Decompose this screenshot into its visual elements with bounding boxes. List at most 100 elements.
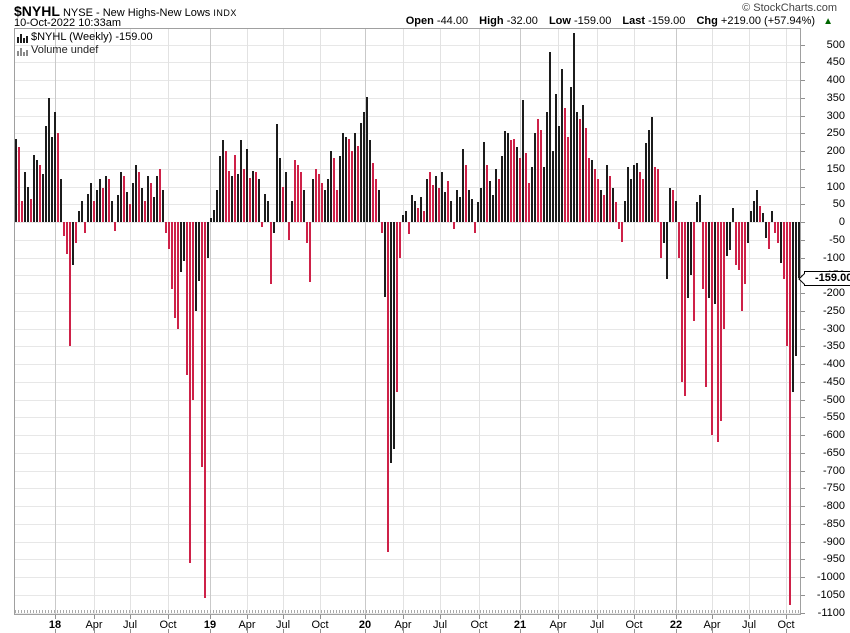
gridline-v — [55, 29, 56, 614]
y-axis-label: -400 — [822, 358, 845, 370]
price-bar — [663, 222, 665, 244]
price-bar — [483, 142, 485, 222]
y-axis-label: -50 — [829, 233, 845, 246]
price-bar — [408, 222, 410, 235]
price-bar — [531, 166, 533, 222]
price-bar — [135, 165, 137, 222]
x-axis-minor-tick — [210, 629, 211, 633]
price-bar — [240, 140, 242, 222]
y-axis-label: 150 — [826, 162, 845, 175]
price-bar — [732, 207, 734, 222]
price-bar — [444, 191, 446, 222]
gridline-h — [15, 328, 800, 330]
x-axis-tick — [440, 615, 441, 619]
price-bar — [369, 140, 371, 222]
quote-line: Open -44.00 High -32.00 Low -159.00 Last… — [406, 15, 833, 27]
gridline-h — [15, 488, 800, 490]
gridline-h — [15, 97, 800, 99]
price-bar — [186, 222, 188, 375]
gridline-h — [15, 346, 800, 348]
gridline-v — [320, 29, 321, 614]
x-axis-tick — [365, 615, 366, 619]
x-axis-tick — [786, 615, 787, 619]
price-bar — [81, 200, 83, 222]
price-bar — [630, 179, 632, 222]
price-bar — [720, 222, 722, 421]
price-bar — [405, 211, 407, 222]
open-value: -44.00 — [436, 15, 469, 27]
price-bar — [306, 222, 308, 244]
price-bar — [333, 158, 335, 222]
y-axis-tick — [801, 97, 805, 99]
price-bar — [390, 222, 392, 464]
price-bar — [45, 126, 47, 222]
price-bar — [558, 126, 560, 222]
price-bar — [705, 222, 707, 388]
price-bar — [504, 131, 506, 222]
gridline-h — [15, 435, 800, 436]
low-value: -159.00 — [574, 15, 612, 27]
index-tag: INDX — [213, 8, 237, 18]
x-axis-label: Jul — [741, 619, 757, 631]
price-bar — [633, 165, 635, 222]
price-bar — [414, 200, 416, 222]
price-bar — [255, 172, 257, 222]
x-axis-tick — [520, 615, 521, 619]
price-bar — [204, 222, 206, 599]
price-bar — [465, 165, 467, 222]
price-bar — [636, 163, 638, 222]
x-axis-minor-tick — [320, 629, 321, 633]
price-bar — [777, 222, 779, 244]
price-bar — [24, 172, 26, 222]
y-axis-label: -300 — [822, 322, 845, 335]
y-axis-tick — [801, 417, 805, 419]
price-bar — [228, 170, 230, 222]
y-axis-label: -350 — [822, 340, 845, 353]
y-axis-label: -100 — [822, 251, 845, 264]
y-axis-tick — [801, 222, 805, 223]
price-bar — [738, 222, 740, 270]
x-axis-tick — [168, 615, 169, 619]
price-bar — [378, 190, 380, 222]
price-bar — [435, 175, 437, 222]
price-bar — [537, 119, 539, 222]
price-bar — [144, 200, 146, 222]
last-value: -159.00 — [648, 15, 686, 27]
price-bar — [165, 222, 167, 233]
price-bar — [432, 184, 434, 222]
price-bar — [93, 200, 95, 222]
price-bar — [111, 200, 113, 222]
y-axis-label: -200 — [822, 287, 845, 299]
high-label: High — [479, 15, 504, 27]
price-bar — [171, 222, 173, 290]
y-axis-label: -800 — [822, 500, 845, 512]
price-bar — [759, 206, 761, 222]
price-bar — [660, 222, 662, 258]
price-bar — [489, 181, 491, 222]
price-bar — [117, 195, 119, 222]
price-bar — [366, 96, 368, 222]
x-axis-minor-tick — [676, 629, 677, 633]
x-axis-tick — [55, 615, 56, 619]
price-bar — [708, 222, 710, 299]
price-bar — [792, 222, 794, 393]
price-bar — [573, 32, 575, 222]
gridline-v — [440, 29, 441, 614]
x-axis-label: Apr — [703, 619, 721, 631]
x-axis-tick — [479, 615, 480, 619]
price-bar — [672, 190, 674, 222]
y-axis-tick — [801, 204, 805, 206]
price-bar — [684, 222, 686, 396]
price-bar — [33, 154, 35, 222]
price-bar — [510, 140, 512, 222]
x-axis-label: Oct — [311, 619, 329, 631]
x-axis-label: 22 — [669, 619, 683, 631]
price-bar — [294, 159, 296, 222]
gridline-h — [15, 470, 800, 472]
price-bar — [645, 143, 647, 222]
legend-volume-label: Volume undef — [31, 44, 99, 56]
y-axis-label: 500 — [826, 38, 845, 51]
legend-series-label: $NYHL (Weekly) -159.00 — [31, 31, 153, 43]
price-bar — [570, 87, 572, 222]
